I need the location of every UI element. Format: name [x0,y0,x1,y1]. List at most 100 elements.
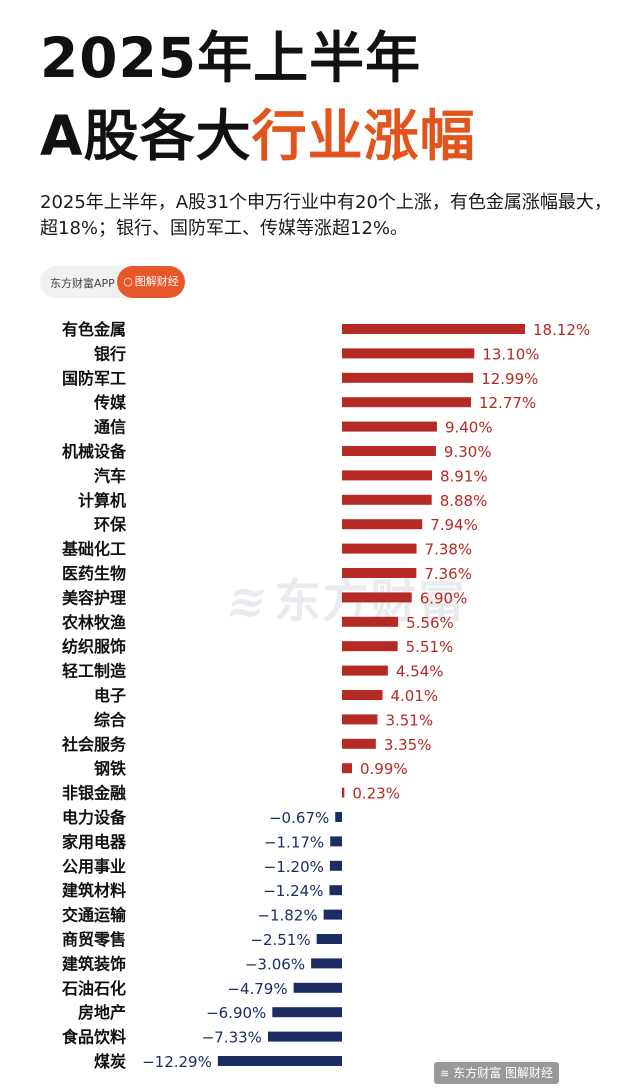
app-label: 东方财富APP [50,277,115,290]
page-title: 2025年上半年 [40,26,422,90]
bar [267,1031,342,1042]
value-label: 7.94% [430,516,478,534]
category-label: 传媒 [93,393,127,412]
category-label: 银行 [94,344,126,363]
bar [342,616,399,627]
bar [342,714,378,725]
category-label: 美容护理 [62,588,126,607]
value-label: 6.90% [420,589,468,607]
bar [342,446,436,456]
bar [316,934,342,944]
category-label: 汽车 [94,466,126,485]
value-label: 9.40% [445,419,493,437]
value-label: −0.67% [269,809,329,827]
footer-logo: ≋ 东方财富 图解财经 [434,1062,560,1084]
bar [342,348,475,359]
value-label: 3.35% [384,736,432,754]
category-label: 计算机 [78,491,126,510]
value-label: −2.51% [250,931,310,949]
value-label: 8.91% [440,467,488,485]
bar [293,982,342,993]
category-label: 食品饮料 [61,1028,126,1047]
bar [342,543,417,554]
category-label: 社会服务 [61,735,127,754]
category-label: 基础化工 [61,540,126,559]
bar [342,470,432,481]
value-label: −1.82% [257,907,317,925]
page-subtitle: A股各大行业涨幅 [40,104,476,168]
bar [342,421,437,432]
category-label: 国防军工 [62,369,126,388]
value-label: −3.06% [245,955,305,973]
category-label: 轻工制造 [62,662,127,681]
bar [342,665,388,676]
category-label: 家用电器 [62,832,127,851]
bar [342,690,383,700]
category-label: 非银金融 [62,784,126,803]
category-label: 煤炭 [94,1052,126,1071]
subtitle-accent: 行业涨幅 [251,104,476,168]
value-label: 18.12% [533,321,590,339]
value-label: 5.51% [406,638,454,656]
value-label: 7.36% [424,565,472,583]
value-label: 12.77% [479,394,536,412]
value-label: 0.23% [352,785,400,803]
value-label: −1.24% [263,882,323,900]
value-label: 12.99% [481,370,538,388]
value-label: −1.20% [264,858,324,876]
category-label: 建筑材料 [62,881,126,900]
bar [342,397,471,408]
category-label: 纺织服饰 [62,637,126,656]
category-label: 医药生物 [62,564,126,583]
category-label: 机械设备 [62,442,127,461]
bar [342,763,352,774]
bar [342,494,432,505]
value-label: 8.88% [440,492,488,510]
value-label: 0.99% [360,760,408,778]
bar [272,1007,342,1018]
value-label: 4.54% [396,663,444,681]
value-label: −1.17% [264,833,324,851]
bar [311,958,342,969]
bar [217,1056,342,1066]
flame-logo-icon: ≋ [440,1067,450,1080]
bar [342,324,526,334]
search-icon: ○ [123,275,133,288]
value-label: 13.10% [482,345,539,363]
bar [335,812,342,822]
summary-text: 2025年上半年，A股31个申万行业中有20个上涨，有色金属涨幅最大，超18%；… [40,192,612,239]
category-label: 石油石化 [61,979,126,998]
bar [342,372,474,383]
bar [323,909,342,920]
bar [342,519,423,530]
category-label: 通信 [94,418,126,437]
bar [342,568,417,578]
category-label: 交通运输 [62,906,127,925]
bar [342,641,398,652]
category-label: 环保 [94,515,127,534]
tag-label: 图解财经 [134,275,179,288]
category-label: 电力设备 [62,808,127,827]
tag-pill[interactable]: ○ 图解财经 [117,266,185,298]
value-label: 4.01% [391,687,439,705]
value-label: −6.90% [206,1004,266,1022]
value-label: −4.79% [227,980,287,998]
value-label: −12.29% [142,1053,212,1071]
value-label: 7.38% [425,541,473,559]
source-badge: 东方财富APP ○ 图解财经 [40,266,185,298]
category-label: 农林牧渔 [61,613,126,632]
category-label: 综合 [94,710,127,729]
subtitle-prefix: A股各大 [40,104,252,168]
footer-logo-text: 东方财富 图解财经 [453,1066,554,1080]
bar [330,836,342,847]
bar [342,592,412,603]
category-label: 钢铁 [94,759,126,778]
value-label: 3.51% [385,711,433,729]
bar [329,885,342,896]
bar [342,738,376,749]
category-label: 商贸零售 [62,930,126,949]
category-label: 公用事业 [62,857,126,876]
value-label: 5.56% [406,614,454,632]
bar [342,787,345,798]
